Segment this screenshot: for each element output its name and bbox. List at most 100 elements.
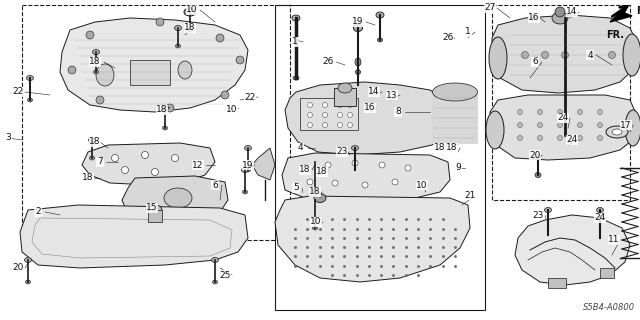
Ellipse shape: [596, 207, 604, 212]
Text: 12: 12: [192, 161, 204, 170]
Text: 14: 14: [368, 87, 380, 97]
Text: 21: 21: [464, 190, 476, 199]
Bar: [148, 210, 162, 222]
Text: 16: 16: [528, 13, 540, 22]
Ellipse shape: [184, 8, 196, 16]
Text: 24: 24: [595, 213, 605, 222]
Ellipse shape: [243, 190, 248, 194]
Ellipse shape: [24, 258, 31, 262]
Circle shape: [221, 91, 229, 99]
Polygon shape: [20, 205, 248, 268]
Polygon shape: [252, 148, 275, 180]
Circle shape: [362, 182, 368, 188]
Ellipse shape: [312, 188, 317, 192]
Circle shape: [86, 31, 94, 39]
Circle shape: [323, 123, 328, 127]
Bar: [600, 268, 614, 278]
Circle shape: [337, 113, 342, 117]
Circle shape: [557, 109, 563, 115]
Circle shape: [518, 135, 522, 140]
Polygon shape: [492, 15, 638, 93]
Text: 7: 7: [97, 157, 103, 166]
Circle shape: [348, 123, 353, 127]
Circle shape: [348, 102, 353, 108]
Text: 10: 10: [227, 106, 237, 115]
Text: 22: 22: [244, 92, 255, 101]
Ellipse shape: [292, 15, 300, 21]
Bar: [130, 60, 170, 85]
Text: 19: 19: [243, 161, 253, 170]
Ellipse shape: [312, 226, 317, 230]
Text: 18: 18: [309, 188, 321, 196]
Circle shape: [307, 113, 312, 117]
Circle shape: [352, 160, 358, 166]
Ellipse shape: [612, 129, 622, 135]
Text: 23: 23: [336, 148, 348, 156]
Ellipse shape: [535, 172, 541, 178]
Ellipse shape: [246, 168, 250, 172]
Circle shape: [557, 135, 563, 140]
Text: 10: 10: [310, 218, 322, 227]
Ellipse shape: [561, 15, 568, 20]
Circle shape: [379, 162, 385, 168]
Ellipse shape: [552, 12, 568, 24]
Circle shape: [538, 109, 543, 115]
Bar: [432, 92, 478, 144]
Circle shape: [156, 18, 164, 26]
Text: 3: 3: [5, 133, 11, 142]
Text: 10: 10: [416, 180, 428, 189]
Text: 24: 24: [557, 114, 568, 123]
Polygon shape: [82, 143, 215, 185]
Text: 18: 18: [89, 138, 100, 147]
Circle shape: [392, 179, 398, 185]
Ellipse shape: [353, 25, 362, 31]
Text: 17: 17: [620, 121, 632, 130]
Ellipse shape: [96, 64, 114, 86]
Ellipse shape: [433, 83, 477, 101]
Polygon shape: [282, 153, 450, 200]
Circle shape: [609, 52, 616, 59]
Text: 18: 18: [89, 58, 100, 67]
Ellipse shape: [314, 194, 326, 203]
Text: 26: 26: [323, 58, 333, 67]
Ellipse shape: [486, 111, 504, 149]
Polygon shape: [490, 95, 638, 160]
Circle shape: [557, 123, 563, 127]
Ellipse shape: [28, 98, 33, 102]
Ellipse shape: [178, 61, 192, 79]
Ellipse shape: [175, 44, 180, 48]
Circle shape: [302, 165, 308, 171]
Text: 27: 27: [484, 4, 496, 12]
Circle shape: [68, 66, 76, 74]
Polygon shape: [515, 215, 630, 285]
Circle shape: [166, 104, 174, 112]
Text: 13: 13: [387, 91, 397, 100]
Circle shape: [323, 113, 328, 117]
Text: 15: 15: [147, 204, 157, 212]
Text: 25: 25: [220, 270, 230, 279]
Ellipse shape: [164, 188, 192, 208]
Polygon shape: [610, 8, 632, 22]
Ellipse shape: [355, 58, 361, 66]
Circle shape: [332, 180, 338, 186]
Ellipse shape: [26, 76, 33, 81]
Text: 18: 18: [446, 143, 458, 153]
Text: 2: 2: [35, 207, 41, 217]
Text: 26: 26: [442, 34, 454, 43]
Circle shape: [216, 34, 224, 42]
Text: 1: 1: [292, 37, 298, 46]
Circle shape: [307, 123, 312, 127]
Circle shape: [518, 123, 522, 127]
Text: 23: 23: [532, 211, 544, 220]
Bar: [492, 5, 630, 200]
Bar: [22, 5, 290, 240]
Polygon shape: [122, 176, 228, 222]
Text: 19: 19: [352, 18, 364, 27]
Circle shape: [405, 165, 411, 171]
Circle shape: [538, 135, 543, 140]
Text: 14: 14: [566, 7, 578, 17]
Circle shape: [598, 123, 602, 127]
Circle shape: [307, 102, 312, 108]
Text: 18: 18: [316, 167, 328, 177]
Ellipse shape: [545, 207, 552, 212]
